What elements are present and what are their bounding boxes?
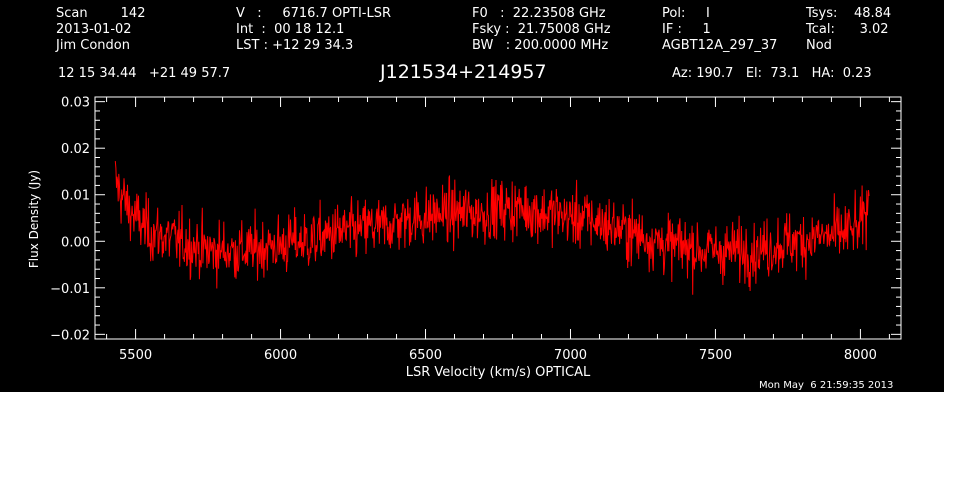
f0-label: F0 : 22.23508 GHz [472, 6, 606, 21]
spectrum-line [114, 161, 870, 295]
y-tick-label: 0.01 [61, 189, 90, 204]
timestamp-label: Mon May 6 21:59:35 2013 [759, 380, 894, 391]
y-tick-label: 0.00 [61, 235, 90, 250]
project-label: AGBT12A_297_37 [662, 38, 778, 53]
observer-label: Jim Condon [56, 38, 130, 53]
x-tick-label: 7500 [699, 348, 732, 363]
tcal-label: Tcal: 3.02 [806, 22, 889, 37]
y-tick-label: −0.01 [50, 282, 90, 297]
y-tick-label: 0.02 [61, 142, 90, 157]
velocity-label: V : 6716.7 OPTI-LSR [236, 6, 392, 21]
axes-group: 5500 6000 6500 7000 7500 8000 −0.02 −0.01 0.00 0.… [50, 96, 901, 363]
pointing-label: Az: 190.7 El: 73.1 HA: 0.23 [672, 66, 872, 81]
x-tick-label: 7000 [554, 348, 587, 363]
y-tick-label: 0.03 [61, 96, 90, 111]
spectrum-panel: Scan 142 2013-01-02 Jim Condon V : 6716.… [0, 0, 944, 392]
x-tick-label: 5500 [119, 348, 152, 363]
lst-label: LST : +12 29 34.3 [236, 38, 354, 53]
scan-label: Scan 142 [56, 6, 146, 21]
tsys-label: Tsys: 48.84 [806, 6, 892, 21]
x-tick-label: 6500 [409, 348, 442, 363]
x-tick-label: 6000 [264, 348, 297, 363]
spectrum-chart: 5500 6000 6500 7000 7500 8000 −0.02 −0.01 0.00 0.… [27, 96, 902, 380]
date-label: 2013-01-02 [56, 22, 132, 37]
if-label: IF : 1 [662, 22, 711, 37]
x-tick-label: 8000 [844, 348, 877, 363]
nod-label: Nod [806, 38, 832, 53]
integration-label: Int : 00 18 12.1 [236, 22, 345, 37]
fsky-label: Fsky : 21.75008 GHz [472, 22, 611, 37]
y-tick-label: −0.02 [50, 328, 90, 343]
coordinates-label: 12 15 34.44 +21 49 57.7 [58, 66, 231, 81]
pol-label: Pol: I [662, 6, 710, 21]
bandwidth-label: BW : 200.0000 MHz [472, 38, 609, 53]
source-title: J121534+214957 [380, 61, 547, 83]
x-axis-label: LSR Velocity (km/s) OPTICAL [406, 365, 591, 380]
spectrum-line-group [114, 161, 870, 295]
y-axis-label: Flux Density (Jy) [27, 170, 41, 268]
plot-frame [94, 96, 902, 340]
